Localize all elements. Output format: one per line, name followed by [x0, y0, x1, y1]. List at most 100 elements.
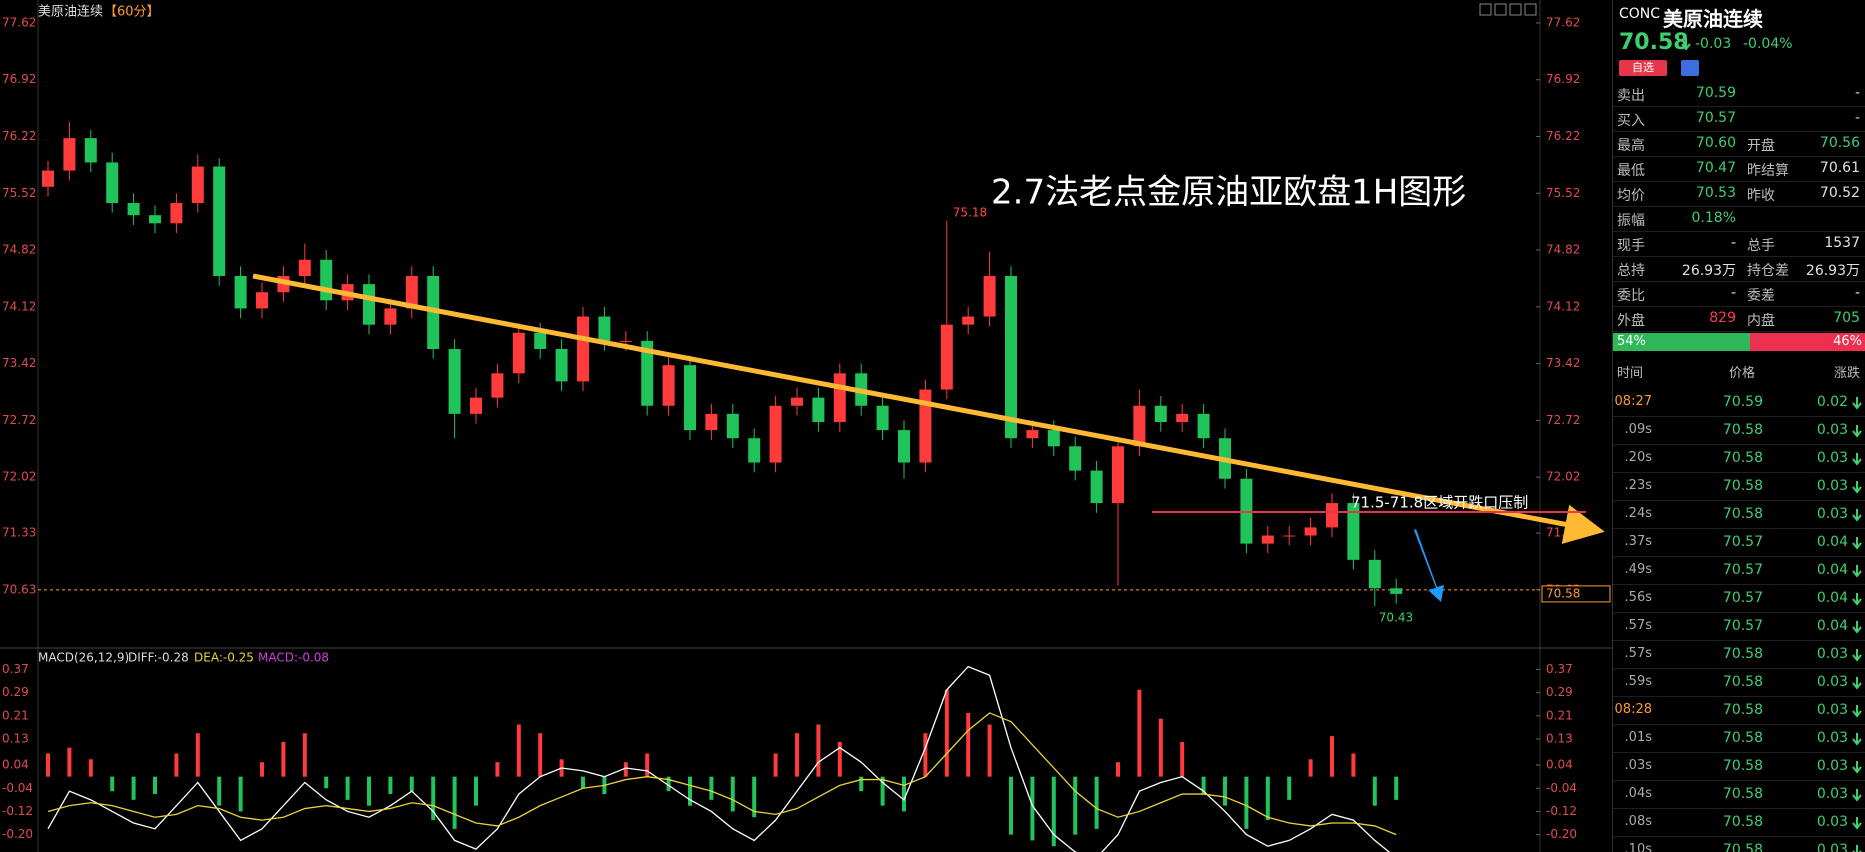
trade-time: .08s: [1624, 814, 1652, 829]
trade-row: .10s 70.58 0.03: [1613, 836, 1865, 852]
macd-bar: [752, 776, 757, 818]
macd-bar: [495, 762, 500, 777]
macd-bar: [730, 776, 735, 812]
watch-button[interactable]: 自选: [1619, 60, 1667, 76]
icon[interactable]: [1524, 3, 1537, 16]
candle-body: [320, 259, 333, 301]
candle-body: [298, 259, 311, 277]
down-icon: [1852, 452, 1862, 466]
field-value: -: [1730, 235, 1736, 251]
chart: 美原油连续 【60分】 77.62 77.62 76.92 76.92 76.22 76.…: [0, 0, 1612, 852]
macd-bar: [388, 776, 393, 795]
down-icon: [1852, 732, 1862, 746]
macd-bar: [153, 776, 157, 795]
icon[interactable]: [1494, 3, 1507, 16]
candle-body: [705, 413, 718, 431]
candle-body: [1026, 430, 1039, 439]
trade-price: 70.58: [1722, 758, 1763, 774]
candle-body: [876, 405, 889, 431]
down-arrow: [1414, 529, 1444, 602]
macd-bar: [367, 776, 371, 806]
macd-bar: [773, 753, 778, 777]
candle-body: [662, 365, 675, 406]
macd-bar: [324, 776, 329, 789]
field-label: 总持: [1617, 263, 1645, 279]
trend-arrow: [252, 273, 1605, 545]
trade-change: 0.03: [1816, 786, 1848, 802]
down-icon: [1852, 760, 1862, 774]
field-label: 最高: [1617, 138, 1645, 154]
arrow: [1852, 453, 1862, 466]
field-value: 0.18%: [1691, 210, 1736, 226]
macd-bar: [1051, 776, 1056, 847]
price: 70.58: [1619, 30, 1689, 55]
trade-time: .37s: [1624, 534, 1652, 549]
annotation: 71.5-71.8区域开跌口压制: [1351, 494, 1528, 512]
down-icon: [1852, 424, 1862, 438]
candle-body: [641, 340, 654, 406]
icon[interactable]: [1509, 3, 1522, 16]
candle-body: [491, 373, 504, 398]
y-tick-label: 0.13: [2, 732, 29, 746]
y-tick-label: -0.12: [2, 804, 33, 818]
candle-body: [1112, 446, 1124, 504]
y-tick-label: 72.02: [1546, 470, 1580, 484]
macd-bar: [709, 776, 714, 800]
arrow: [1852, 425, 1862, 438]
field-value: 26.93万: [1681, 263, 1736, 279]
info-row: 振幅 0.18%: [1613, 206, 1865, 232]
arrow: [1852, 649, 1862, 662]
trade-row: .24s 70.58 0.03: [1613, 500, 1865, 529]
trade-change: 0.03: [1816, 478, 1848, 494]
trade-price: 70.58: [1722, 842, 1763, 852]
candle-body: [84, 138, 97, 163]
arrow: [1852, 481, 1862, 494]
ratio-label: 54%: [1617, 334, 1646, 349]
high-label: 75.18: [953, 205, 987, 219]
dea-label: DEA:-0.25: [194, 651, 254, 665]
field-value: 70.52: [1819, 185, 1860, 201]
candle-body: [769, 405, 782, 463]
trade-change: 0.03: [1816, 730, 1848, 746]
button-label[interactable]: 自选: [1632, 61, 1654, 74]
last-price-box: [1541, 585, 1611, 603]
bell-button[interactable]: [1681, 60, 1699, 76]
candle-body: [149, 215, 161, 224]
candle-body: [1283, 535, 1296, 537]
macd-bar: [516, 724, 521, 777]
field-value: -: [1854, 285, 1860, 301]
field-label: 持仓差: [1747, 263, 1789, 279]
field-label: 开盘: [1747, 138, 1775, 154]
trade-time: 08:28: [1614, 702, 1652, 717]
y-tick-label: 0.29: [1546, 685, 1573, 699]
macd-label: MACD(26,12,9): [38, 651, 129, 665]
down-icon: [1852, 844, 1862, 852]
down-icon: [1681, 36, 1691, 52]
trade-price: 70.57: [1722, 562, 1763, 578]
y-tick-label: -0.20: [2, 827, 33, 841]
macd-bar: [1265, 776, 1270, 821]
info-row: 最低 70.47 昨结算 70.61: [1613, 156, 1865, 182]
candle-body: [1347, 503, 1360, 560]
y-tick-label: 75.52: [2, 186, 36, 200]
candle-body: [555, 348, 568, 382]
icon[interactable]: [1479, 3, 1492, 16]
info-row: 外盘 829 内盘 705: [1613, 306, 1865, 332]
field-value: 70.47: [1695, 160, 1736, 176]
candle-body: [1326, 503, 1338, 528]
field-label: 委差: [1747, 288, 1775, 304]
trade-row: .09s 70.58 0.03: [1613, 416, 1865, 445]
down-icon: [1852, 704, 1862, 718]
toolbar-icons[interactable]: [1479, 3, 1537, 16]
candle-body: [983, 276, 996, 317]
trade-time: .49s: [1624, 562, 1652, 577]
trade-change: 0.03: [1816, 702, 1848, 718]
down-icon: [1852, 508, 1862, 522]
trade-change: 0.03: [1816, 422, 1848, 438]
macd-bar: [1244, 776, 1249, 829]
trade-time: .04s: [1624, 786, 1652, 801]
macd-bar: [452, 776, 457, 829]
macd-bar: [795, 733, 799, 777]
candle-body: [363, 284, 375, 325]
macd-value-label: MACD:-0.08: [258, 651, 329, 665]
